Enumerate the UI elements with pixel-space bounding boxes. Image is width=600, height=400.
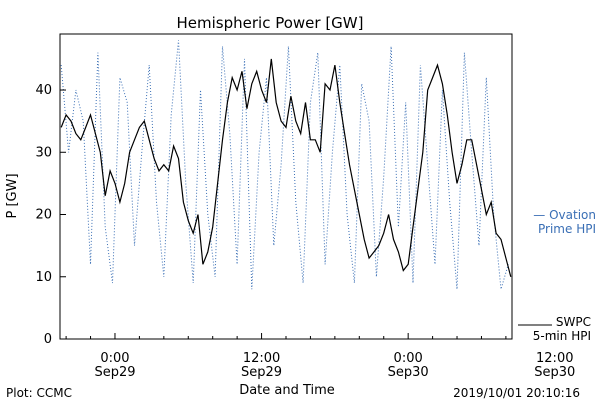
y-ticks: 0 10 20 30 40 bbox=[35, 83, 66, 347]
legend-swpc-line1: SWPC bbox=[556, 315, 591, 329]
x-ticks: 0:00Sep2912:00Sep290:00Sep3012:00Sep300:… bbox=[65, 333, 575, 380]
y-axis-label: P [GW] bbox=[5, 173, 20, 218]
legend: — Ovation Prime HPI SWPC 5-min HPI bbox=[518, 208, 596, 343]
footer-plot-credit: Plot: CCMC bbox=[6, 386, 72, 400]
y-tick-label: 10 bbox=[35, 270, 52, 285]
y-tick-label: 20 bbox=[35, 208, 52, 223]
series-line-ovation-prime-hpi bbox=[60, 40, 509, 290]
x-tick-date-label: Sep29 bbox=[94, 365, 135, 380]
x-axis-label: Date and Time bbox=[239, 383, 335, 398]
x-tick-date-label: Sep30 bbox=[534, 365, 575, 380]
x-tick-time-label: 0:00 bbox=[394, 351, 423, 366]
x-tick-date-label: Sep30 bbox=[388, 365, 429, 380]
legend-ovation-line1: — Ovation bbox=[533, 208, 596, 222]
y-tick-label: 0 bbox=[44, 332, 52, 347]
y-tick-label: 40 bbox=[35, 83, 52, 98]
y-tick-label: 30 bbox=[35, 145, 52, 160]
footer-timestamp: 2019/10/01 20:10:16 bbox=[453, 386, 580, 400]
x-tick-date-label: Sep29 bbox=[241, 365, 282, 380]
legend-ovation-line2: Prime HPI bbox=[538, 222, 596, 236]
x-tick-time-label: 12:00 bbox=[536, 351, 573, 366]
x-tick-time-label: 12:00 bbox=[243, 351, 280, 366]
chart-title: Hemispheric Power [GW] bbox=[177, 14, 364, 32]
x-tick-time-label: 0:00 bbox=[100, 351, 129, 366]
series-layer bbox=[60, 40, 512, 290]
legend-swpc-line2: 5-min HPI bbox=[533, 329, 591, 343]
series-line-swpc-5min-hpi bbox=[60, 58, 512, 277]
